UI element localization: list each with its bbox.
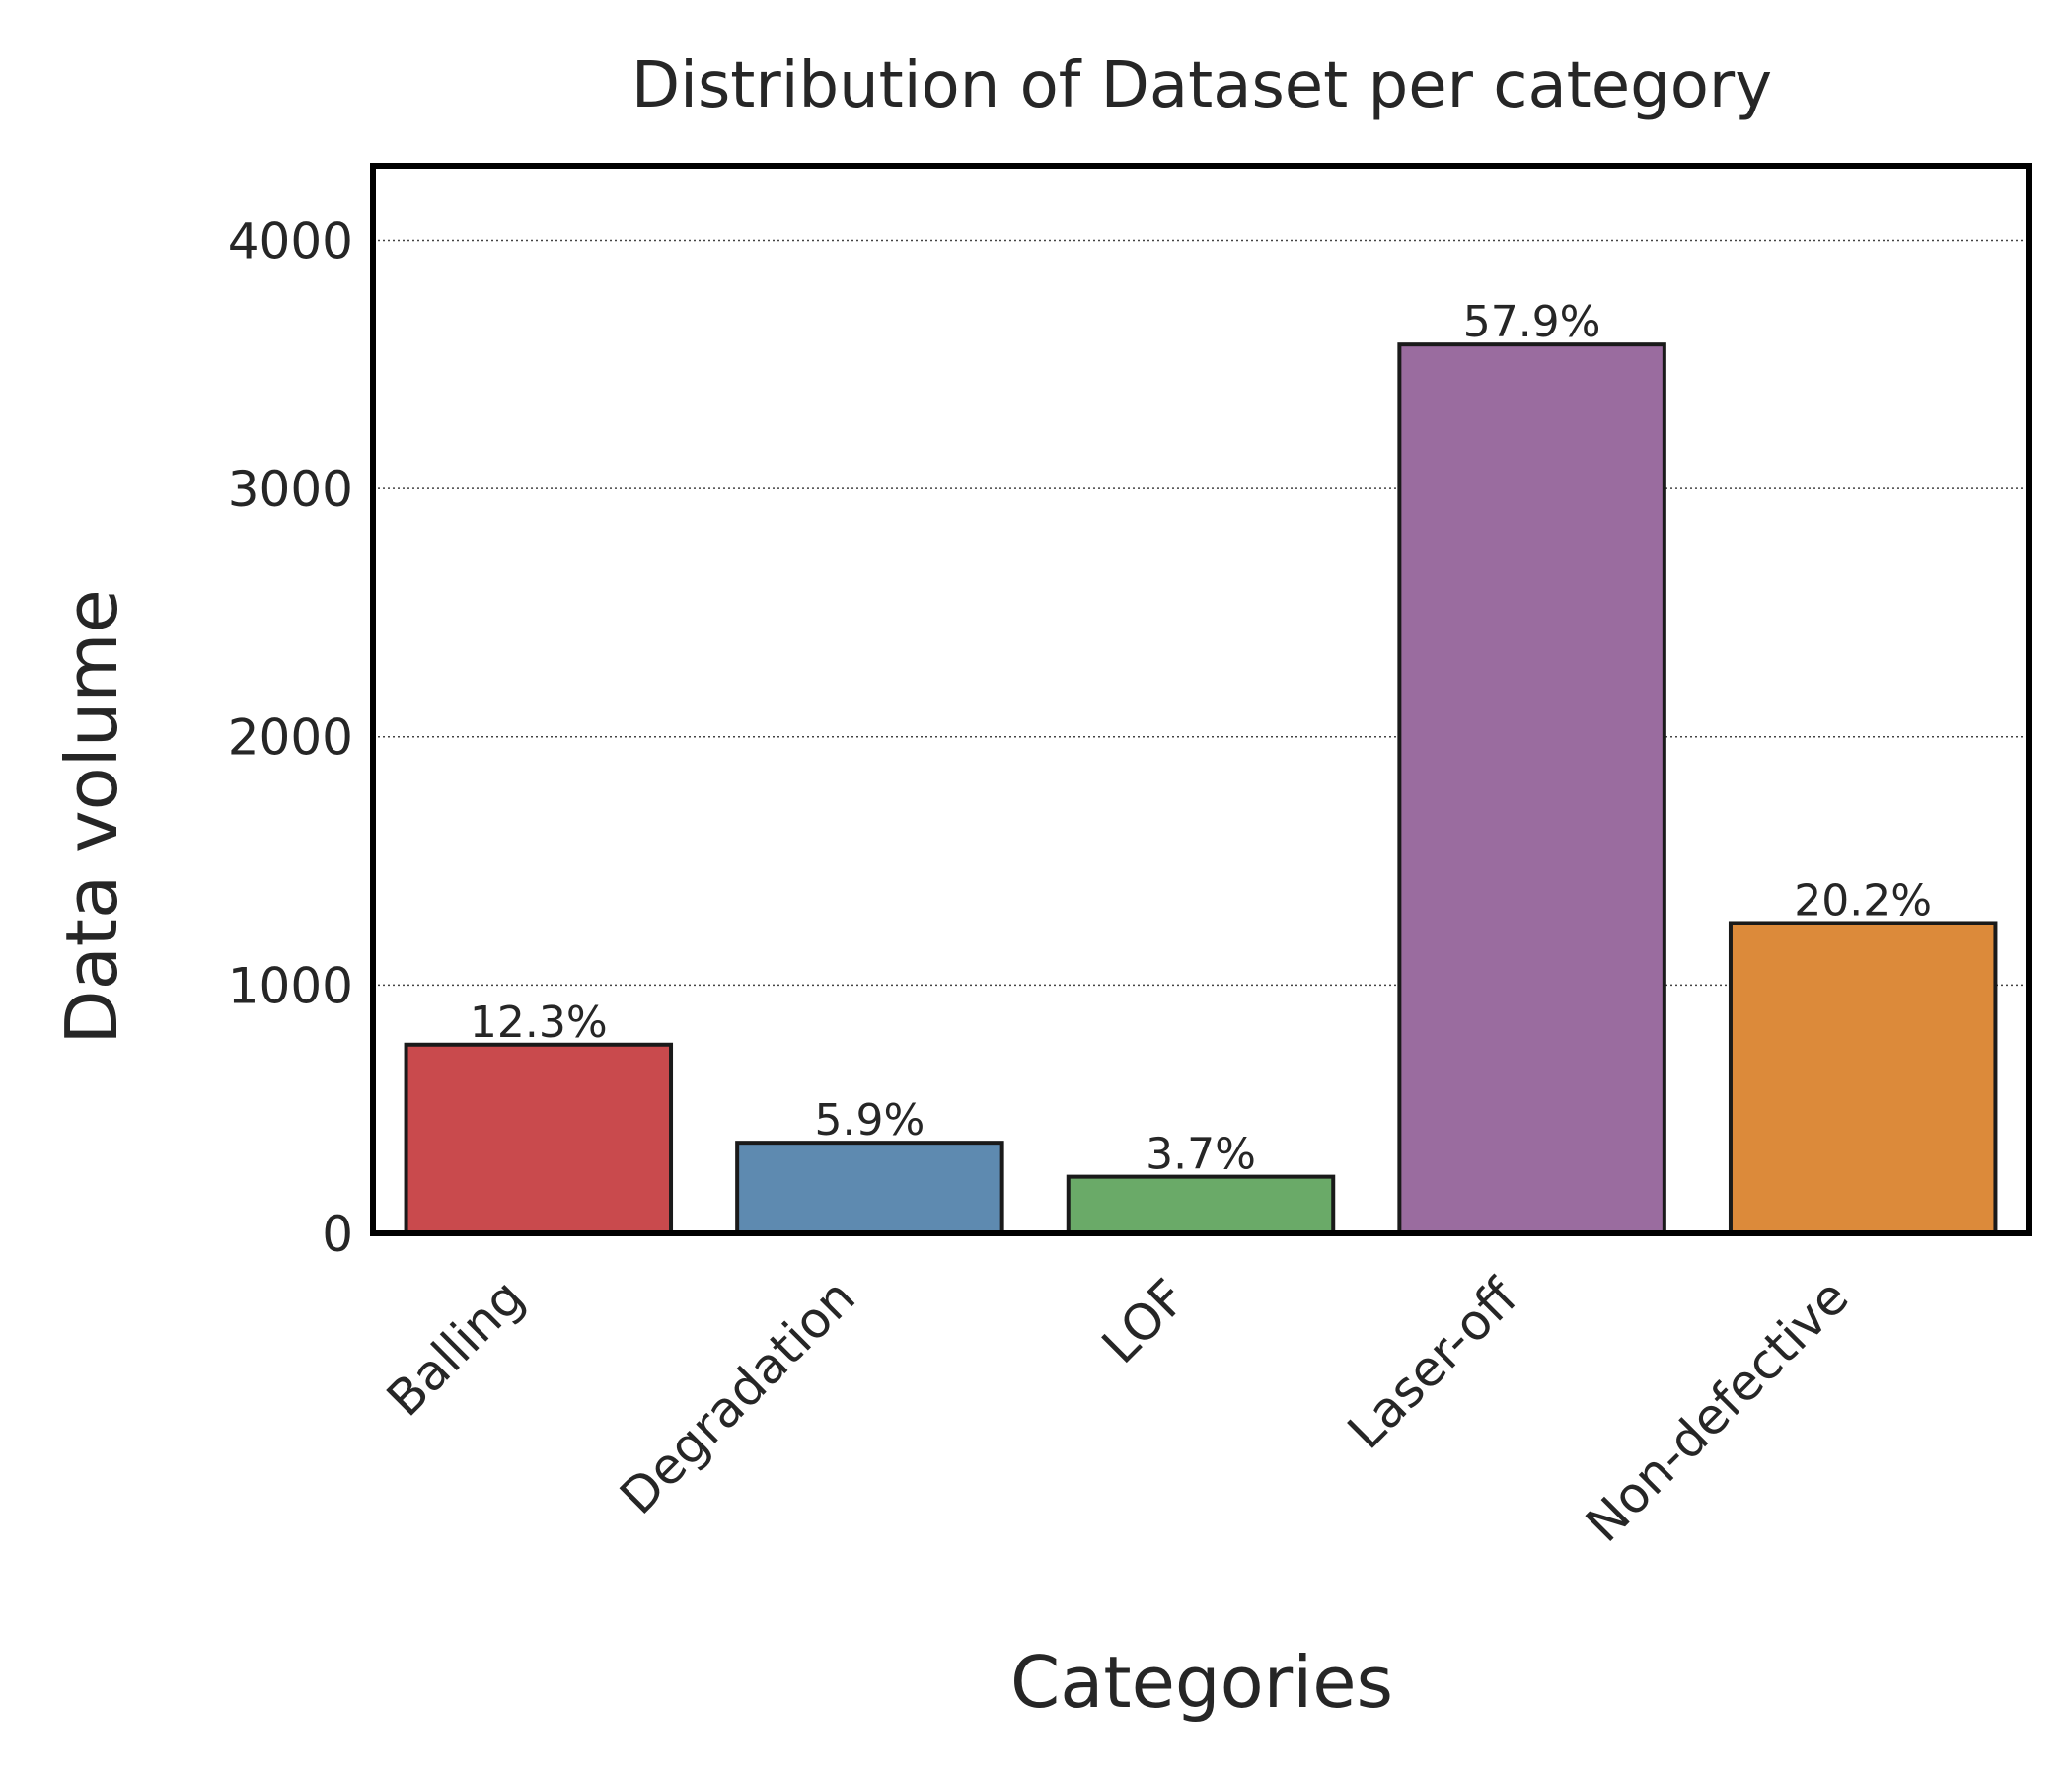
data-label: 57.9% [1463, 297, 1601, 347]
gridlines [373, 239, 2029, 987]
x-axis-ticks: Balling Degradation LOF Laser-off Non-defect… [376, 1267, 1860, 1553]
plot-frame [370, 163, 2032, 1236]
x-axis-label: Categories [1010, 1641, 1393, 1724]
x-tick-label: Degradation [609, 1268, 865, 1524]
bar-degradation [735, 1141, 1004, 1235]
data-label: 12.3% [470, 998, 608, 1048]
x-tick-label: Laser-off [1337, 1267, 1529, 1459]
bar-balling [404, 1042, 674, 1236]
y-tick-label: 3000 [228, 461, 353, 518]
y-axis-ticks: 0 1000 2000 3000 4000 [228, 212, 353, 1263]
chart-title: Distribution of Dataset per category [631, 49, 1772, 122]
x-tick-label: LOF [1091, 1268, 1198, 1374]
y-tick-label: 0 [322, 1206, 353, 1263]
data-label: 3.7% [1146, 1130, 1256, 1180]
bar-laser-off [1397, 342, 1666, 1235]
bar-lof [1066, 1174, 1336, 1235]
data-labels: 12.3% 5.9% 3.7% 57.9% 20.2% [470, 297, 1932, 1179]
y-tick-label: 2000 [228, 709, 353, 767]
y-tick-label: 4000 [228, 212, 353, 269]
bars [404, 342, 1998, 1236]
x-tick-label: Balling [376, 1268, 535, 1427]
y-axis-label: Data volume [50, 589, 133, 1045]
data-label: 5.9% [815, 1095, 925, 1146]
data-label: 20.2% [1794, 875, 1932, 925]
y-tick-label: 1000 [228, 957, 353, 1014]
bar-non-defective [1728, 921, 1998, 1235]
x-tick-label: Non-defective [1575, 1268, 1859, 1552]
